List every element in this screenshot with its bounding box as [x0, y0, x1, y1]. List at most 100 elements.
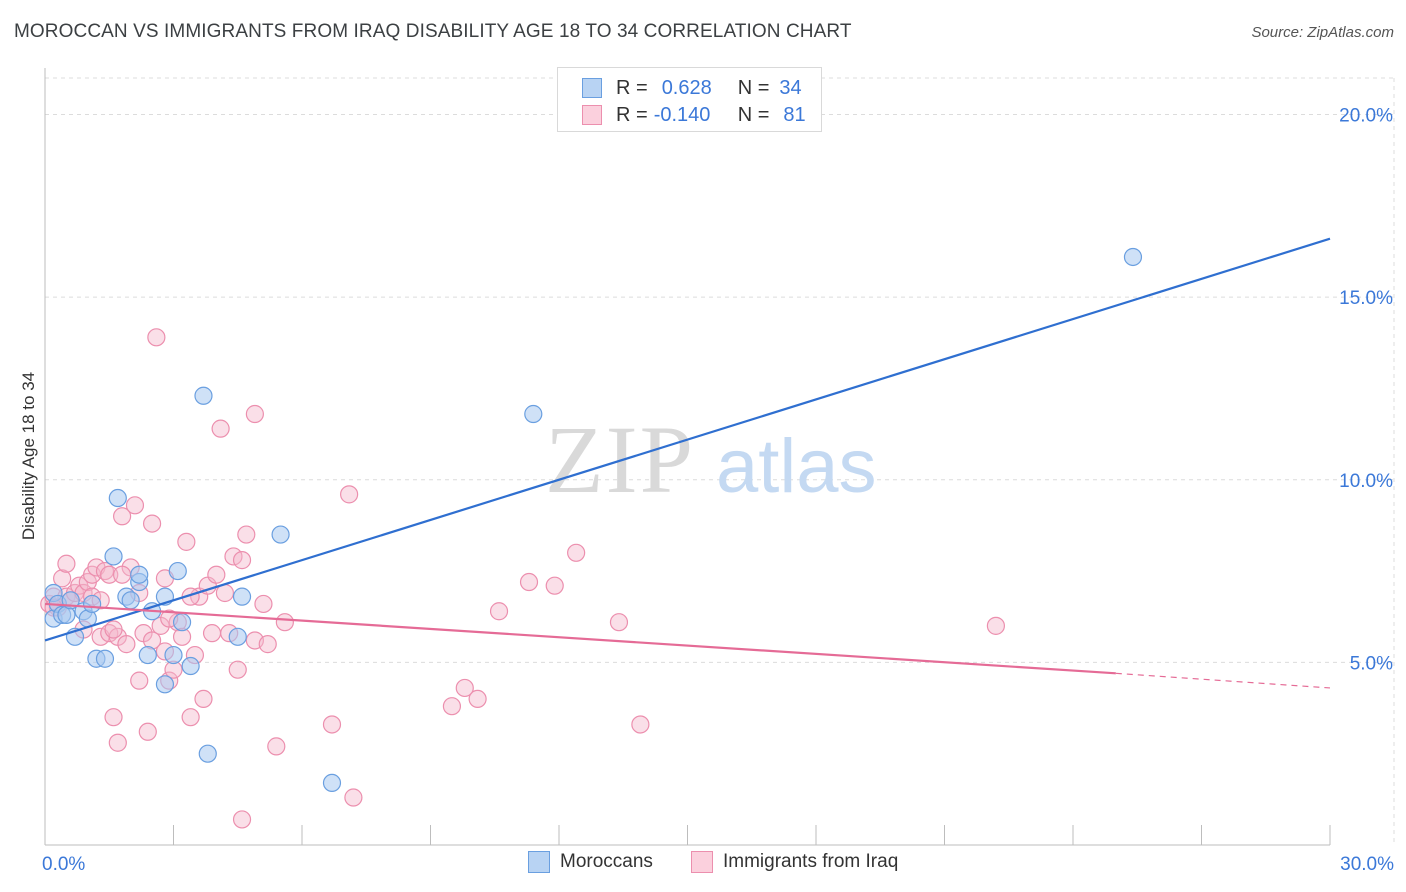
moroccan-points — [44, 247, 1143, 793]
legend-r-label: R = — [616, 76, 648, 99]
iraq-trend-line-extension — [1115, 672, 1331, 689]
iraq-point — [104, 708, 123, 727]
watermark: ZIP atlas — [545, 406, 877, 513]
moroccan-point — [121, 591, 140, 610]
iraq-point — [130, 671, 149, 690]
axes — [44, 68, 1331, 846]
iraq-point — [489, 602, 509, 621]
iraq-point — [442, 697, 462, 716]
legend-n-value: 81 — [783, 103, 806, 126]
y-tick-label: 5.0% — [1350, 653, 1393, 674]
moroccan-point — [1123, 247, 1143, 267]
iraq-point — [194, 689, 213, 709]
iraq-point — [245, 404, 264, 424]
legend-r-value: 0.628 — [661, 76, 712, 99]
legend-label-moroccans: Moroccans — [560, 851, 653, 872]
legend-r-label: R = — [616, 103, 648, 126]
chart-title: MOROCCAN VS IMMIGRANTS FROM IRAQ DISABIL… — [14, 21, 852, 42]
moroccan-point — [322, 773, 342, 793]
iraq-point — [202, 624, 222, 643]
moroccan-point — [130, 565, 149, 584]
legend-swatch-pink — [582, 105, 602, 125]
legend-n-value: 34 — [779, 76, 802, 99]
iraq-point — [609, 613, 629, 632]
iraq-point — [147, 328, 166, 347]
y-tick-label: 10.0% — [1339, 471, 1393, 492]
x-tick-label: 0.0% — [42, 854, 85, 875]
moroccan-point — [108, 488, 127, 508]
iraq-point — [177, 532, 196, 551]
watermark-zip: ZIP — [545, 406, 695, 513]
iraq-point — [258, 635, 277, 654]
moroccan-point — [164, 645, 183, 665]
y-axis-label: Disability Age 18 to 34 — [19, 372, 38, 540]
iraq-trend-line — [44, 602, 1116, 675]
source-label: Source: ZipAtlas.com — [1251, 24, 1394, 41]
legend-item-moroccans: Moroccans — [528, 851, 653, 873]
iraq-point — [232, 810, 252, 829]
moroccan-point — [198, 744, 217, 763]
iraq-points — [40, 328, 1006, 829]
iraq-point — [112, 507, 132, 526]
correlation-legend: R = 0.628 N = 34 R = -0.140 N = 81 — [557, 67, 822, 132]
y-tick-label: 20.0% — [1339, 106, 1393, 127]
iraq-point — [237, 525, 256, 544]
moroccan-point — [104, 547, 123, 566]
iraq-point — [267, 737, 286, 756]
tick-labels: 5.0% 10.0% 15.0% 20.0% 0.0% 30.0% — [42, 106, 1394, 875]
moroccan-point — [95, 649, 115, 668]
iraq-point — [567, 543, 586, 562]
iraq-point — [207, 565, 226, 584]
iraq-point — [138, 722, 157, 741]
iraq-point — [125, 496, 145, 515]
iraq-point — [57, 554, 76, 573]
trend-lines — [44, 237, 1331, 689]
moroccan-point — [228, 627, 247, 646]
moroccan-point — [83, 594, 102, 614]
iraq-point — [455, 678, 474, 698]
legend-item-iraq: Immigrants from Iraq — [691, 851, 898, 873]
iraq-point — [53, 569, 72, 588]
legend-r-value: -0.140 — [653, 103, 711, 126]
iraq-point — [519, 572, 539, 592]
x-tick-label: 30.0% — [1340, 854, 1394, 875]
iraq-point — [322, 715, 342, 734]
moroccan-point — [524, 404, 543, 424]
iraq-point — [104, 620, 123, 639]
iraq-point — [108, 733, 127, 752]
iraq-point — [181, 708, 200, 727]
legend-swatch-pink — [691, 851, 713, 873]
watermark-atlas: atlas — [716, 424, 877, 509]
legend-n-label: N = — [737, 76, 770, 99]
legend-swatch-blue — [528, 851, 550, 873]
legend-swatch-blue — [582, 78, 602, 98]
iraq-point — [117, 635, 136, 654]
iraq-point — [112, 565, 132, 584]
moroccan-point — [194, 386, 213, 405]
legend-label-iraq: Immigrants from Iraq — [723, 851, 899, 872]
moroccan-trend-line — [44, 237, 1331, 642]
iraq-point — [100, 565, 119, 584]
moroccan-point — [155, 675, 175, 694]
iraq-point — [344, 788, 363, 807]
moroccan-point — [181, 656, 200, 676]
iraq-point — [142, 514, 162, 533]
iraq-point — [340, 485, 359, 504]
moroccan-point — [271, 525, 290, 544]
moroccan-point — [138, 645, 157, 665]
moroccan-point — [168, 561, 187, 581]
iraq-point — [254, 594, 273, 614]
iraq-point — [545, 576, 564, 595]
legend-row-moroccans: R = 0.628 N = 34 — [582, 76, 802, 100]
iraq-point — [211, 419, 230, 438]
iraq-point — [275, 613, 294, 632]
legend-n-label: N = — [737, 103, 770, 126]
y-tick-label: 15.0% — [1339, 288, 1393, 309]
moroccan-point — [172, 613, 192, 632]
iraq-point — [468, 689, 487, 709]
iraq-point — [631, 715, 650, 734]
iraq-point — [228, 660, 247, 679]
legend-row-iraq: R = -0.140 N = 81 — [582, 103, 806, 127]
moroccan-point — [232, 587, 252, 606]
